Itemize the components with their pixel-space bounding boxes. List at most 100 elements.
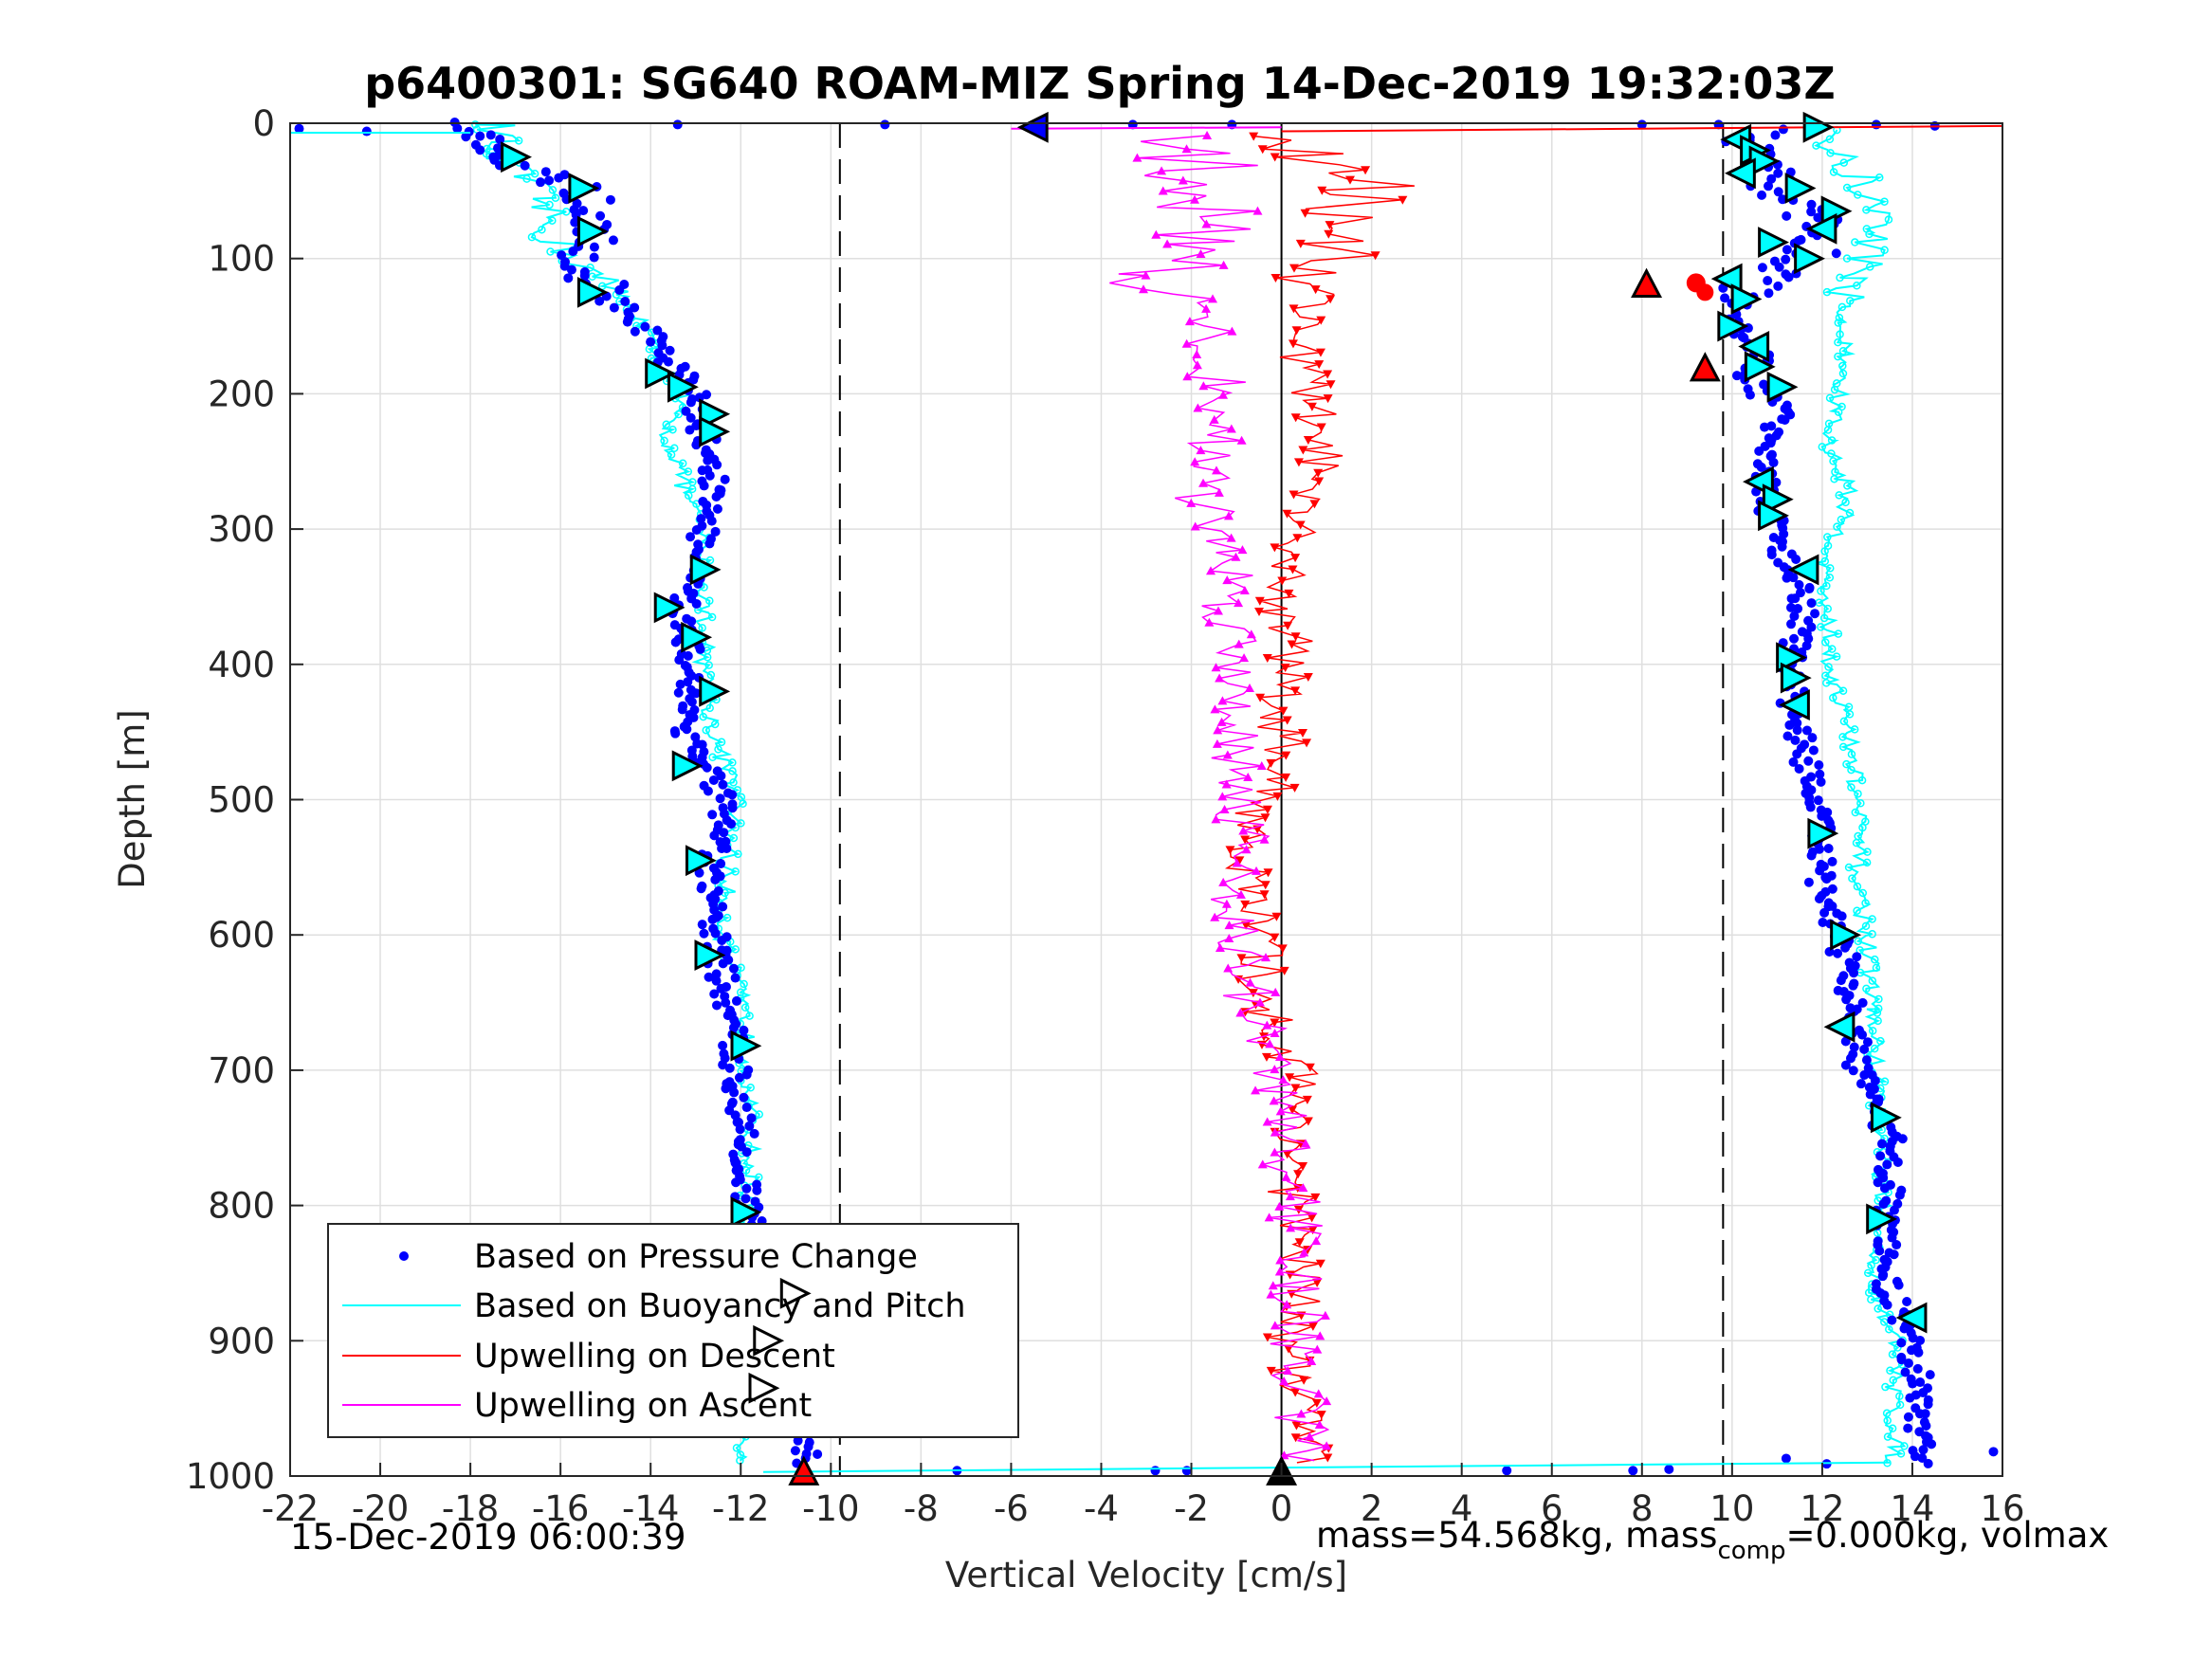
buoyancy-point [1818, 443, 1827, 451]
pressure-point [1889, 1249, 1899, 1260]
upwelling-descent-marker [1314, 477, 1325, 486]
buoyancy-point [1880, 1077, 1890, 1086]
buoyancy-point [1845, 710, 1855, 719]
footer-mass-text: mass=54.568kg, mass [1316, 1515, 1718, 1556]
pressure-point [669, 592, 680, 603]
upwelling-ascent-marker [1198, 381, 1209, 391]
upwelling-ascent-marker [1223, 511, 1234, 520]
buoyancy-point [1835, 491, 1843, 500]
upwelling-ascent-marker [1219, 804, 1230, 813]
pressure-point [1882, 1300, 1892, 1310]
buoyancy-point [1812, 141, 1820, 150]
buoyancy-point [1896, 1449, 1906, 1458]
buoyancy-point [530, 169, 539, 178]
pressure-point [1892, 1240, 1902, 1250]
pressure-point [1865, 1089, 1875, 1100]
pressure-point [1720, 293, 1730, 303]
pressure-outlier [1713, 119, 1724, 130]
upwelling-ascent-marker [1251, 1085, 1261, 1095]
buoyancy-point [1839, 158, 1849, 167]
buoyancy-point [1856, 799, 1865, 808]
upwelling-ascent-marker [1314, 1420, 1325, 1430]
pressure-point [1917, 1452, 1928, 1463]
pressure-point [699, 481, 709, 491]
pressure-point [589, 252, 599, 263]
upwelling-ascent-marker [1211, 465, 1221, 475]
upwelling-ascent-marker [1221, 899, 1232, 908]
upwelling-descent-marker [1271, 912, 1282, 921]
pressure-point [1757, 263, 1767, 273]
pressure-point [1849, 1042, 1859, 1052]
descent-triangle-marker [671, 750, 704, 782]
pressure-point [686, 412, 696, 423]
ascent-triangle-marker [1895, 1302, 1928, 1334]
x-tick-label: 14 [1890, 1488, 1934, 1529]
y-tick-label: 400 [208, 645, 275, 685]
buoyancy-point [1830, 474, 1838, 483]
upwelling-ascent-marker [1286, 1223, 1296, 1232]
upwelling-descent-marker [1307, 1226, 1318, 1235]
legend-swatch-pressure [399, 1251, 409, 1261]
buoyancy-point [1817, 587, 1825, 595]
buoyancy-point [684, 467, 693, 476]
upwelling-ascent-marker [1198, 478, 1209, 487]
upwelling-ascent-marker [1278, 1075, 1289, 1085]
pressure-point [746, 1113, 757, 1123]
pressure-point [1784, 720, 1795, 730]
upwelling-ascent-marker [1239, 653, 1250, 663]
x-tick-label: 6 [1541, 1488, 1563, 1529]
buoyancy-point [1883, 1416, 1892, 1425]
pressure-point [568, 246, 578, 257]
pressure-point [730, 973, 740, 983]
pressure-point [1857, 1030, 1868, 1040]
pressure-point [703, 455, 713, 465]
buoyancy-point [1835, 313, 1844, 322]
pressure-point [1856, 1079, 1866, 1089]
pressure-point [683, 677, 693, 687]
buoyancy-point [1868, 976, 1877, 985]
pressure-point [697, 739, 707, 750]
pressure-point [673, 687, 684, 698]
footer-timestamp: 15-Dec-2019 06:00:39 [290, 1517, 686, 1558]
pressure-point [1913, 1347, 1924, 1358]
descent-triangle-marker [699, 675, 731, 707]
pressure-point [1861, 1055, 1872, 1066]
pressure-point [741, 1147, 752, 1158]
upwelling-ascent-marker [1218, 390, 1229, 399]
legend-label-pressure: Based on Pressure Change [474, 1238, 918, 1276]
buoyancy-point [1858, 823, 1867, 832]
upwelling-descent-marker [1281, 773, 1291, 782]
x-tick-label: 8 [1631, 1488, 1654, 1529]
pressure-point [681, 406, 691, 416]
pressure-point [1862, 1037, 1873, 1048]
ascent-triangle-marker [1762, 483, 1794, 516]
pressure-point [739, 1092, 749, 1103]
upwelling-descent-marker [1290, 686, 1301, 696]
upwelling-descent-marker [1309, 500, 1320, 509]
upwelling-ascent-marker [1218, 877, 1229, 886]
pressure-point [1773, 168, 1783, 178]
pressure-point [1920, 1409, 1930, 1419]
pressure-point [1804, 584, 1815, 594]
upwelling-ascent-marker [1201, 219, 1212, 228]
buoyancy-point [538, 226, 546, 234]
upwelling-descent-marker [1277, 576, 1288, 586]
pressure-point [1805, 802, 1816, 812]
upwelling-ascent-marker [1221, 779, 1232, 789]
buoyancy-point [1820, 556, 1830, 566]
upwelling-ascent-marker [1224, 921, 1234, 930]
buoyancy-point [708, 753, 717, 762]
upwelling-descent-marker [1282, 716, 1292, 725]
pressure-point [1782, 245, 1792, 255]
upwelling-descent-marker [1288, 565, 1298, 574]
pressure-point [1925, 1370, 1935, 1380]
upwelling-descent-marker [1300, 209, 1310, 218]
buoyancy-point [1839, 717, 1849, 726]
upwelling-descent-marker [1236, 954, 1247, 963]
pressure-point [696, 514, 706, 524]
upwelling-descent-marker [1316, 1411, 1326, 1420]
upwelling-descent-marker [1282, 509, 1292, 519]
pressure-point [1887, 1232, 1897, 1243]
pressure-point [544, 175, 555, 186]
buoyancy-point [1872, 963, 1881, 973]
